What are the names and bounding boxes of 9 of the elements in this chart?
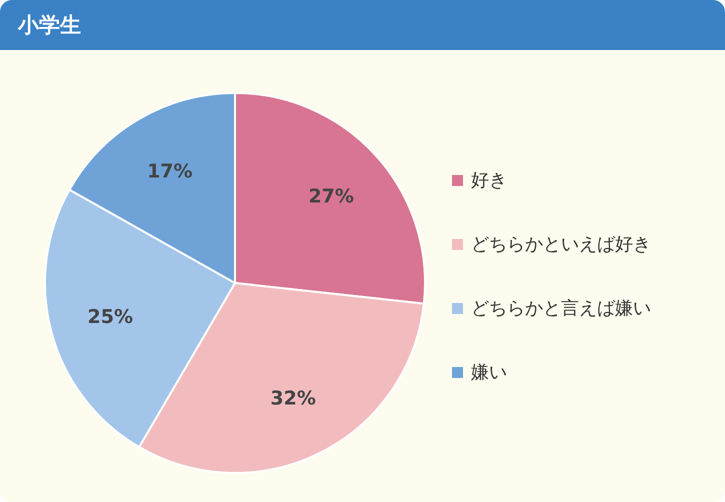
data-label: 25% [88, 306, 134, 328]
data-label: 27% [308, 186, 354, 208]
legend-label: どちらかと言えば嫌い [471, 297, 651, 320]
chart-title: 小学生 [0, 0, 725, 50]
legend-label: どちらかといえば好き [471, 233, 651, 256]
data-label: 17% [147, 160, 193, 182]
legend-label: 好き [471, 169, 507, 192]
data-label: 32% [270, 387, 316, 410]
legend-label: 嫌い [471, 361, 507, 384]
